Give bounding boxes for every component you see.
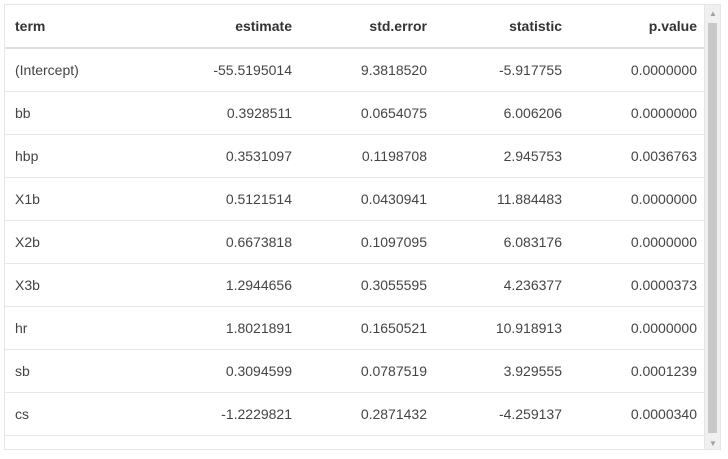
cell-p-value: 0.0001239 (570, 349, 705, 393)
table-body: (Intercept) -55.5195014 9.3818520 -5.917… (5, 48, 705, 436)
cell-term: bb (5, 91, 135, 135)
table-row: hr 1.8021891 0.1650521 10.918913 0.00000… (5, 306, 705, 350)
cell-std-error: 0.0787519 (300, 349, 435, 393)
cell-statistic: -4.259137 (435, 392, 570, 436)
cell-estimate: 0.3928511 (135, 91, 300, 135)
cell-term: hbp (5, 134, 135, 178)
cell-p-value: 0.0000000 (570, 220, 705, 264)
cell-std-error: 0.1097095 (300, 220, 435, 264)
cell-std-error: 0.0654075 (300, 91, 435, 135)
cell-term: X2b (5, 220, 135, 264)
vertical-scrollbar[interactable]: ▲ ▼ (704, 5, 720, 449)
column-header-estimate[interactable]: estimate (135, 5, 300, 49)
table-header: term estimate std.error statistic p.valu… (5, 5, 705, 49)
cell-term: cs (5, 392, 135, 436)
cell-std-error: 0.1650521 (300, 306, 435, 350)
scroll-down-arrow[interactable]: ▼ (705, 435, 720, 449)
cell-std-error: 0.3055595 (300, 263, 435, 307)
cell-term: X1b (5, 177, 135, 221)
cell-term: (Intercept) (5, 48, 135, 92)
cell-p-value: 0.0000373 (570, 263, 705, 307)
cell-term: sb (5, 349, 135, 393)
cell-estimate: 1.8021891 (135, 306, 300, 350)
table-row: X1b 0.5121514 0.0430941 11.884483 0.0000… (5, 177, 705, 221)
cell-statistic: 2.945753 (435, 134, 570, 178)
cell-term: hr (5, 306, 135, 350)
cell-std-error: 0.0430941 (300, 177, 435, 221)
cell-term: X3b (5, 263, 135, 307)
cell-std-error: 9.3818520 (300, 48, 435, 92)
table-viewer: term estimate std.error statistic p.valu… (4, 4, 721, 450)
cell-p-value: 0.0000340 (570, 392, 705, 436)
cell-estimate: 1.2944656 (135, 263, 300, 307)
cell-p-value: 0.0036763 (570, 134, 705, 178)
column-header-term[interactable]: term (5, 5, 135, 49)
scroll-thumb[interactable] (708, 23, 717, 433)
cell-statistic: 4.236377 (435, 263, 570, 307)
table-row: sb 0.3094599 0.0787519 3.929555 0.000123… (5, 349, 705, 393)
cell-estimate: 0.3094599 (135, 349, 300, 393)
cell-statistic: 6.083176 (435, 220, 570, 264)
results-table: term estimate std.error statistic p.valu… (5, 5, 705, 436)
cell-statistic: 3.929555 (435, 349, 570, 393)
table-row: cs -1.2229821 0.2871432 -4.259137 0.0000… (5, 392, 705, 436)
cell-statistic: -5.917755 (435, 48, 570, 92)
table-row: (Intercept) -55.5195014 9.3818520 -5.917… (5, 48, 705, 92)
triangle-up-icon: ▲ (709, 8, 717, 18)
cell-estimate: -1.2229821 (135, 392, 300, 436)
cell-statistic: 6.006206 (435, 91, 570, 135)
cell-estimate: 0.5121514 (135, 177, 300, 221)
cell-std-error: 0.1198708 (300, 134, 435, 178)
table-row: bb 0.3928511 0.0654075 6.006206 0.000000… (5, 91, 705, 135)
cell-estimate: -55.5195014 (135, 48, 300, 92)
table-row: X2b 0.6673818 0.1097095 6.083176 0.00000… (5, 220, 705, 264)
cell-statistic: 10.918913 (435, 306, 570, 350)
column-header-p-value[interactable]: p.value (570, 5, 705, 49)
triangle-down-icon: ▼ (709, 438, 717, 448)
scroll-up-arrow[interactable]: ▲ (705, 5, 720, 21)
cell-std-error: 0.2871432 (300, 392, 435, 436)
cell-p-value: 0.0000000 (570, 306, 705, 350)
cell-statistic: 11.884483 (435, 177, 570, 221)
table-row: hbp 0.3531097 0.1198708 2.945753 0.00367… (5, 134, 705, 178)
header-row: term estimate std.error statistic p.valu… (5, 5, 705, 49)
cell-p-value: 0.0000000 (570, 91, 705, 135)
column-header-statistic[interactable]: statistic (435, 5, 570, 49)
column-header-std-error[interactable]: std.error (300, 5, 435, 49)
cell-p-value: 0.0000000 (570, 48, 705, 92)
table-container: term estimate std.error statistic p.valu… (5, 5, 705, 449)
cell-p-value: 0.0000000 (570, 177, 705, 221)
cell-estimate: 0.6673818 (135, 220, 300, 264)
table-row: X3b 1.2944656 0.3055595 4.236377 0.00003… (5, 263, 705, 307)
cell-estimate: 0.3531097 (135, 134, 300, 178)
